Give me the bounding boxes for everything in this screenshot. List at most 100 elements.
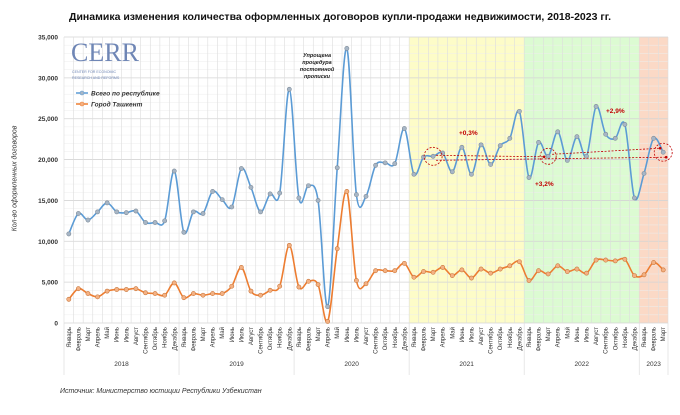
data-point xyxy=(191,291,196,296)
data-point xyxy=(325,304,331,310)
data-point xyxy=(286,86,292,92)
data-point xyxy=(449,273,455,279)
annotation-registration: прописки xyxy=(304,74,331,80)
data-point xyxy=(95,294,100,300)
data-point xyxy=(267,287,273,293)
month-label: Ноябрь xyxy=(393,327,399,348)
data-point xyxy=(459,267,465,273)
source-note: Источник: Министерство юстиции Республик… xyxy=(60,388,262,395)
data-point xyxy=(612,135,618,141)
y-tick-label: 15,000 xyxy=(38,198,58,205)
data-point xyxy=(507,263,513,269)
data-point xyxy=(421,269,426,274)
growth-label: +2,9% xyxy=(606,108,625,115)
data-point xyxy=(354,278,359,283)
month-label: Декабрь xyxy=(632,327,638,350)
data-point xyxy=(95,209,100,215)
data-point xyxy=(536,268,541,274)
data-point xyxy=(603,131,609,137)
month-label: Февраль xyxy=(76,327,82,351)
month-label: Май xyxy=(104,327,111,339)
data-point xyxy=(421,154,426,160)
data-point xyxy=(632,273,637,279)
chart-title: Динамика изменения количества оформленны… xyxy=(69,11,611,23)
data-point xyxy=(334,165,340,171)
data-point xyxy=(401,126,407,131)
data-point xyxy=(593,257,599,263)
data-point xyxy=(344,189,350,194)
month-label: Июнь xyxy=(575,327,581,342)
month-label: Сентябрь xyxy=(489,327,495,354)
data-point xyxy=(497,143,503,149)
month-label: Октябрь xyxy=(613,327,619,350)
month-label: Июнь xyxy=(460,327,466,342)
data-point xyxy=(545,153,551,159)
data-point xyxy=(373,268,378,274)
month-label: Август xyxy=(364,327,370,345)
month-label: Сентябрь xyxy=(143,327,149,354)
month-label: Март xyxy=(546,327,552,342)
data-point xyxy=(564,269,570,274)
data-point xyxy=(526,175,532,180)
data-point xyxy=(238,265,244,270)
data-point xyxy=(545,271,551,277)
month-label: Сентябрь xyxy=(604,327,610,354)
data-point xyxy=(363,193,369,199)
data-point xyxy=(258,209,263,215)
data-point xyxy=(85,217,91,223)
annotation-registration: процедура xyxy=(302,60,331,66)
month-label: Июль xyxy=(239,327,245,342)
highlight-circle xyxy=(539,147,557,165)
month-label: Июль xyxy=(585,327,591,342)
month-label: Январь xyxy=(182,327,188,348)
data-point xyxy=(392,268,398,274)
month-label: Февраль xyxy=(191,327,197,351)
data-point xyxy=(123,210,129,216)
month-label: Март xyxy=(431,327,437,342)
data-point xyxy=(306,183,311,189)
data-point xyxy=(181,295,187,301)
data-point xyxy=(258,292,263,298)
arrow-head xyxy=(664,155,668,159)
year-label: 2018 xyxy=(114,361,129,368)
y-tick-label: 30,000 xyxy=(38,75,58,82)
data-point xyxy=(152,220,158,225)
data-point xyxy=(449,169,455,175)
month-label: Ноябрь xyxy=(278,327,284,348)
data-point xyxy=(584,270,589,276)
year-label: 2023 xyxy=(646,361,661,368)
month-label: Август xyxy=(134,327,140,345)
month-label: Апрель xyxy=(96,327,102,347)
data-point xyxy=(114,209,120,215)
data-point xyxy=(526,278,532,283)
data-point xyxy=(306,278,311,284)
data-point xyxy=(411,274,417,280)
data-point xyxy=(488,270,494,276)
data-point xyxy=(478,266,484,272)
data-point xyxy=(516,108,522,114)
data-point xyxy=(296,284,302,290)
data-point xyxy=(238,166,244,171)
month-label: Сентябрь xyxy=(374,327,380,354)
month-label: Октябрь xyxy=(153,327,159,350)
data-point xyxy=(430,153,436,159)
year-label: 2021 xyxy=(459,361,474,368)
data-point xyxy=(210,189,216,194)
data-point xyxy=(267,191,273,197)
y-tick-label: 25,000 xyxy=(38,116,58,123)
month-label: Ноябрь xyxy=(623,327,629,348)
data-point xyxy=(248,288,254,294)
data-point xyxy=(584,153,589,159)
highlight-circle xyxy=(423,146,443,166)
month-label: Август xyxy=(249,327,255,345)
data-point xyxy=(373,162,378,168)
data-point xyxy=(210,291,216,296)
data-point xyxy=(632,195,637,201)
month-label: Март xyxy=(316,327,322,342)
cerr-logo-subtitle: RESEARCH AND REFORMS xyxy=(72,76,120,80)
data-point xyxy=(181,229,187,235)
data-point xyxy=(152,291,158,296)
data-point xyxy=(123,287,129,292)
year-label: 2022 xyxy=(574,361,589,368)
